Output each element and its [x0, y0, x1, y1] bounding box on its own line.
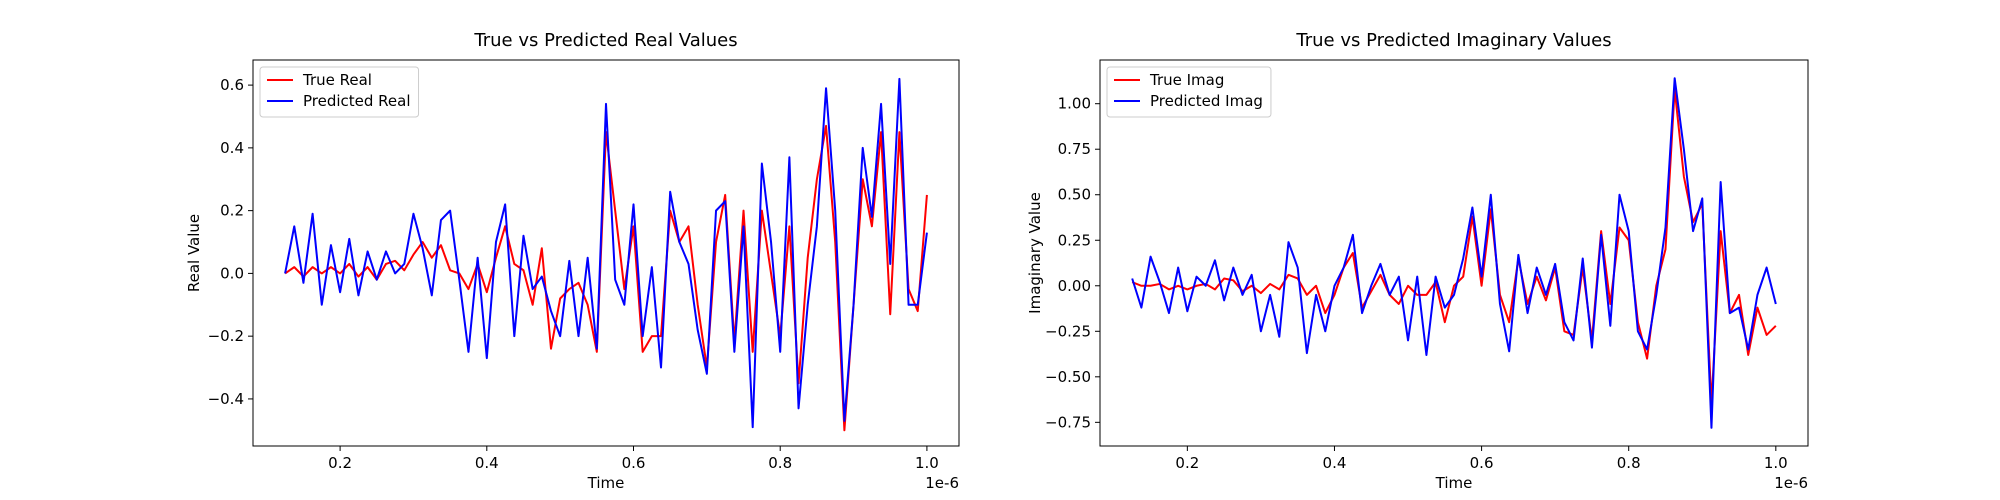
y-tick-label: −0.25 — [1045, 322, 1091, 340]
x-tick-label: 0.6 — [622, 454, 646, 472]
chart-title: True vs Predicted Real Values — [473, 30, 737, 51]
y-tick-label: 0.00 — [1058, 277, 1091, 295]
chart-title: True vs Predicted Imaginary Values — [1295, 30, 1611, 51]
y-tick-label: −0.50 — [1045, 368, 1091, 386]
series-line — [284, 77, 928, 429]
x-tick-label: 0.6 — [1470, 454, 1494, 472]
y-tick-label: 0.2 — [220, 202, 244, 220]
y-tick-label: 0.0 — [220, 264, 244, 282]
x-tick-label: 0.2 — [328, 454, 352, 472]
x-offset-label: 1e-6 — [925, 474, 959, 492]
y-tick-label: −0.4 — [208, 390, 244, 408]
axes-frame — [252, 59, 960, 447]
legend: True Imag Predicted Imag — [1106, 66, 1272, 118]
x-tick-label: 1.0 — [1764, 454, 1788, 472]
legend-label: True Imag — [1149, 71, 1224, 89]
x-tick-label: 1.0 — [915, 454, 939, 472]
x-tick-label: 0.2 — [1175, 454, 1199, 472]
legend-label: True Real — [302, 71, 372, 89]
y-tick-label: 0.6 — [220, 76, 244, 94]
y-tick-label: 0.50 — [1058, 186, 1091, 204]
y-axis-label: Real Value — [185, 214, 203, 292]
x-axis-label: Time — [587, 474, 625, 492]
x-tick-label: 0.8 — [768, 454, 792, 472]
y-tick-label: 0.4 — [220, 139, 244, 157]
x-tick-label: 0.4 — [475, 454, 499, 472]
legend-label: Predicted Imag — [1150, 92, 1263, 110]
x-axis-label: Time — [1435, 474, 1473, 492]
legend: True Real Predicted Real — [259, 66, 420, 118]
subplot: True vs Predicted Imaginary Values 0.2 0.4… — [1026, 30, 1809, 492]
series-line — [1131, 77, 1777, 429]
subplot: True vs Predicted Real Values 0.2 0.4 0.6 0.… — [185, 30, 960, 492]
y-axis-label: Imaginary Value — [1026, 192, 1044, 314]
y-tick-label: −0.75 — [1045, 413, 1091, 431]
x-tick-label: 0.4 — [1323, 454, 1347, 472]
legend-box — [259, 66, 420, 118]
y-tick-label: −0.2 — [208, 327, 244, 345]
series-line — [284, 124, 928, 432]
axes-frame — [1099, 59, 1809, 447]
y-tick-label: 0.75 — [1058, 140, 1091, 158]
x-offset-label: 1e-6 — [1774, 474, 1808, 492]
legend-label: Predicted Real — [303, 92, 411, 110]
y-tick-label: 0.25 — [1058, 231, 1091, 249]
y-tick-label: 1.00 — [1058, 95, 1091, 113]
x-tick-label: 0.8 — [1617, 454, 1641, 472]
legend-box — [1106, 66, 1272, 118]
